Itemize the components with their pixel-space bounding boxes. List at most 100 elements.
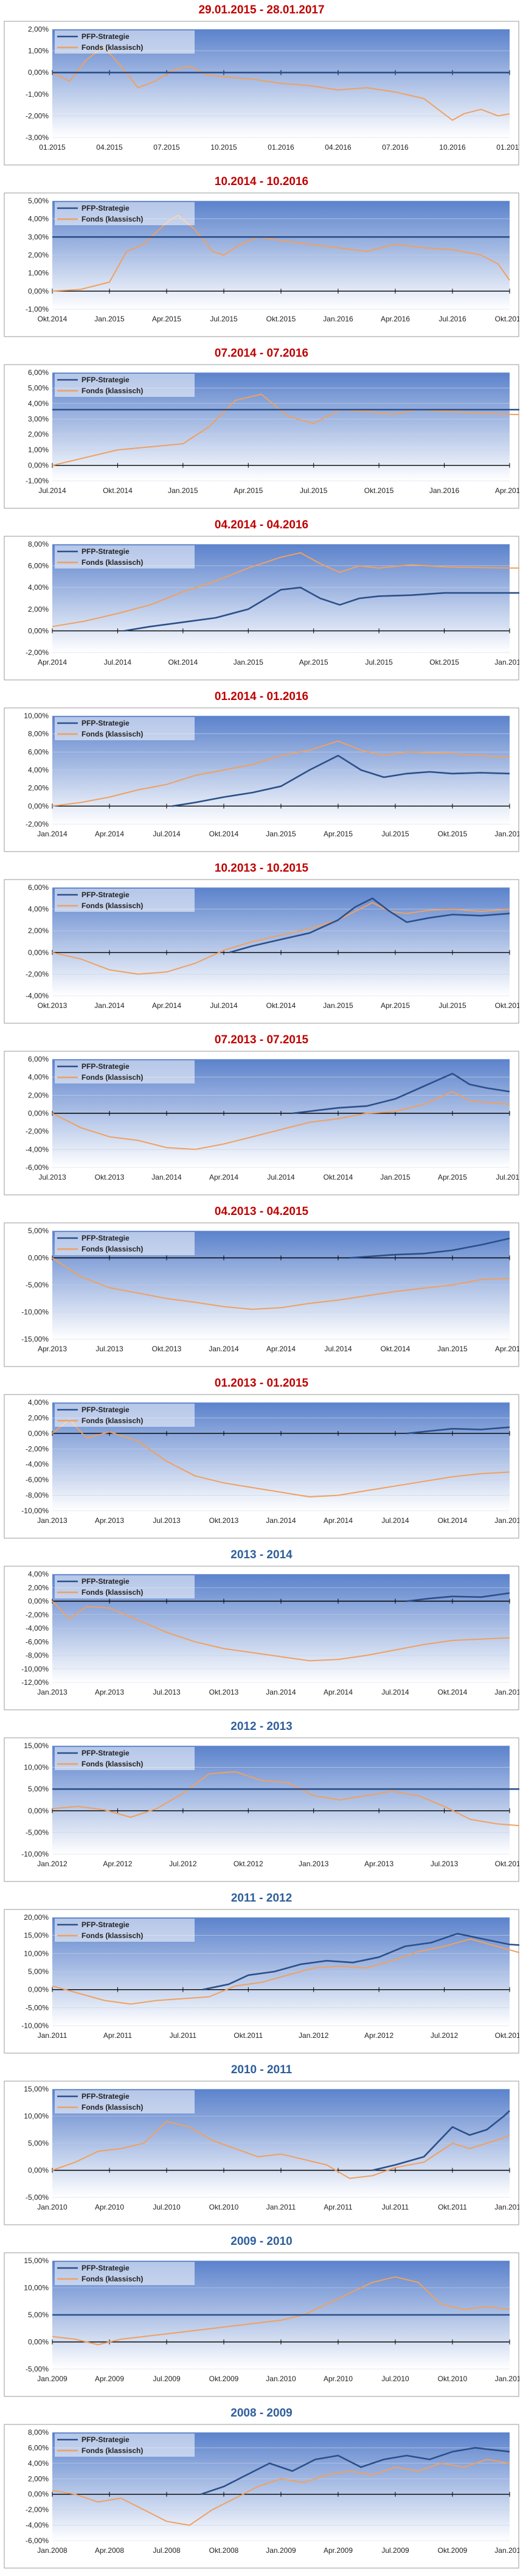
x-tick-label: Jul.2015 (496, 1173, 519, 1181)
y-tick-label: 0,00% (28, 461, 49, 470)
y-tick-label: 0,00% (28, 1986, 49, 1994)
x-tick-label: Apr.2010 (324, 2375, 353, 2383)
chart-title: 04.2014 - 04.2016 (214, 519, 309, 531)
chart-panel: 2008 - 2009 8,00% 6,00% 4,00% 2,00% 0,00% -2,0… (4, 2406, 519, 2570)
x-tick-label: Okt.2014 (209, 830, 239, 838)
x-tick-label: Jul.2015 (438, 1001, 466, 1010)
y-tick-label: 1,00% (28, 47, 49, 55)
x-tick-label: 01.2016 (268, 143, 294, 152)
series-line-fund (52, 552, 519, 628)
x-tick-label: Jul.2013 (431, 1860, 459, 1868)
y-tick-label: 0,00% (28, 1597, 49, 1606)
x-tick-label: Okt.2009 (209, 2375, 239, 2383)
x-tick-label: Jan.2014 (209, 1345, 239, 1353)
chart-panel: 10.2013 - 10.2015 6,00% 4,00% 2,00% 0,00% -2,… (4, 861, 519, 1025)
legend-box (55, 1060, 195, 1083)
series-line-strategy (200, 2447, 510, 2495)
y-tick-label: 5,00% (28, 1785, 49, 1793)
x-tick-label: Apr.2015 (152, 315, 181, 323)
y-tick-label: -4,00% (26, 1624, 49, 1633)
x-tick-label: Apr.2012 (364, 2031, 393, 2040)
x-tick-label: Jan.2014 (151, 1173, 182, 1181)
x-tick-label: Jan.2011 (495, 2375, 519, 2383)
legend-label-strategy: PFP-Strategie (81, 1062, 130, 1071)
x-tick-label: Okt.2013 (152, 1345, 182, 1353)
y-tick-label: 3,00% (28, 233, 49, 241)
legend-label-strategy: PFP-Strategie (81, 547, 130, 556)
chart-title: 2009 - 2010 (230, 2235, 293, 2248)
x-tick-label: Okt.2014 (438, 1688, 468, 1696)
legend-label-strategy: PFP-Strategie (81, 2092, 130, 2101)
chart-title: 01.2014 - 01.2016 (214, 690, 309, 703)
y-tick-label: -4,00% (26, 1460, 49, 1469)
x-tick-label: Jan.2009 (266, 2546, 296, 2555)
x-tick-label: Jul.2014 (381, 1688, 409, 1696)
x-tick-label: Jul.2014 (210, 1001, 238, 1010)
y-tick-label: -6,00% (26, 1163, 49, 1172)
x-tick-label: Apr.2016 (381, 315, 410, 323)
legend-label-fund: Fonds (klassisch) (81, 1416, 143, 1425)
y-tick-label: 3,00% (28, 415, 49, 423)
legend: PFP-Strategie Fonds (klassisch) (55, 1919, 195, 1942)
x-tick-label: Okt.2014 (266, 1001, 296, 1010)
y-tick-label: -2,00% (26, 648, 49, 657)
legend-label-strategy: PFP-Strategie (81, 2264, 130, 2272)
line-chart: 6,00%4,00%2,00%0,00%-2,00%-4,00%-6,00%Ju… (4, 1051, 519, 1195)
x-tick-label: Jan.2014 (266, 1688, 296, 1696)
legend: PFP-Strategie Fonds (klassisch) (55, 30, 195, 54)
x-tick-label: Jan.2008 (37, 2546, 68, 2555)
x-tick-label: Apr.2013 (95, 1516, 124, 1525)
x-tick-label: Jan.2015 (437, 1345, 468, 1353)
x-tick-label: Apr.2014 (95, 830, 124, 838)
legend: PFP-Strategie Fonds (klassisch) (55, 2262, 195, 2285)
chart-title: 2010 - 2011 (230, 2063, 293, 2076)
legend-label-fund: Fonds (klassisch) (81, 2275, 143, 2283)
x-tick-label: Jul.2014 (153, 830, 181, 838)
y-tick-label: 6,00% (28, 747, 49, 756)
legend-box (55, 1919, 195, 1942)
chart-panel: 2010 - 2011 15,00% 10,00% 5,00% 0,00% -5,00% J… (4, 2062, 519, 2227)
x-tick-label: Jan.2013 (37, 1516, 68, 1525)
x-tick-label: Jan.2015 (494, 1688, 519, 1696)
y-tick-label: 2,00% (28, 784, 49, 793)
y-tick-label: 0,00% (28, 1807, 49, 1815)
series-line-strategy (229, 897, 510, 954)
x-tick-label: Jan.2016 (494, 830, 519, 838)
y-tick-label: 15,00% (24, 1741, 49, 1750)
y-tick-label: -2,00% (26, 2505, 49, 2514)
line-chart: 2,00% 1,00% 0,00% -1,00% -2,00% -3,00%01.2015… (4, 21, 519, 166)
chart-title: 2013 - 2014 (230, 1549, 293, 1561)
line-chart: 15,00% 10,00% 5,00% 0,00% -5,00% -10,00% Jan.2… (4, 1737, 519, 1882)
legend-label-fund: Fonds (klassisch) (81, 1588, 143, 1597)
line-chart: 8,00% 6,00% 4,00% 2,00% 0,00% -2,00%Apr.2014 J… (4, 536, 519, 681)
chart-panel: 04.2013 - 04.2015 5,00% 0,00% -5,00% -10,00%… (4, 1204, 519, 1368)
x-tick-label: Okt.2013 (209, 1688, 239, 1696)
x-tick-label: Jul.2015 (365, 658, 393, 667)
legend-label-fund: Fonds (klassisch) (81, 901, 143, 910)
x-tick-label: Jul.2014 (267, 1173, 295, 1181)
x-tick-label: Jul.2011 (382, 2203, 409, 2211)
legend-label-fund: Fonds (klassisch) (81, 215, 143, 223)
x-tick-label: Jan.2009 (37, 2375, 68, 2383)
y-tick-label: 6,00% (28, 883, 49, 892)
x-tick-label: Okt.2013 (95, 1173, 125, 1181)
x-tick-label: Jan.2014 (37, 830, 68, 838)
x-tick-label: 01.2017 (496, 143, 519, 152)
x-tick-label: Okt.2016 (495, 315, 519, 323)
y-tick-label: 0,00% (28, 2490, 49, 2499)
x-tick-label: Apr.2015 (495, 1345, 519, 1353)
x-tick-label: Okt.2010 (209, 2203, 239, 2211)
legend-label-strategy: PFP-Strategie (81, 376, 130, 384)
series-line-fund (52, 1419, 510, 1498)
y-tick-label: 0,00% (28, 948, 49, 957)
y-tick-label: 0,00% (28, 287, 49, 295)
y-tick-label: 4,00% (28, 399, 49, 408)
x-tick-label: Jan.2010 (494, 2546, 519, 2555)
x-tick-label: Jan.2014 (266, 1516, 296, 1525)
y-tick-label: 2,00% (28, 1583, 49, 1592)
x-tick-label: Okt.2010 (438, 2375, 468, 2383)
y-tick-label: -4,00% (26, 992, 49, 1000)
legend-label-fund: Fonds (klassisch) (81, 2446, 143, 2455)
x-tick-label: Okt.2015 (429, 658, 459, 667)
